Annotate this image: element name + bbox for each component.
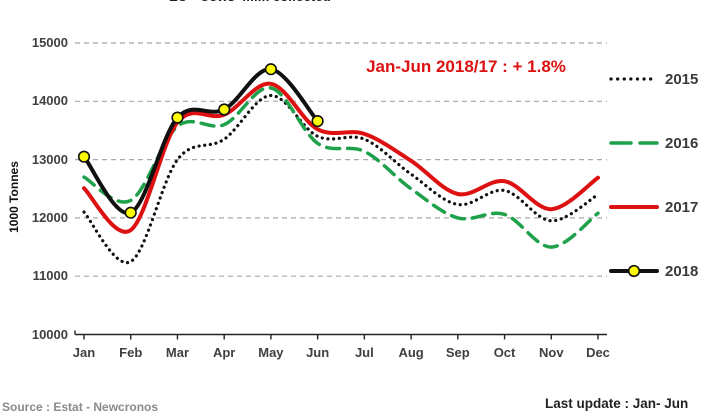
- legend-sample-2017: [609, 205, 659, 209]
- y-tick-label-14000: 14000: [31, 93, 68, 109]
- series-line-2017: [82, 81, 600, 234]
- marker-2018-Feb: [124, 206, 137, 219]
- marker-2018-Jan: [77, 150, 91, 163]
- marker-2018-May: [264, 63, 278, 76]
- x-tick-label-Apr: Apr: [212, 345, 236, 360]
- y-tick-label-15000: 15000: [31, 35, 68, 50]
- legend-sample-2015: [609, 77, 659, 81]
- legend-item-2015: 2015: [608, 68, 698, 90]
- last-update-note: Last update : Jan- Jun: [545, 396, 689, 411]
- source-note: Source : Estat - Newcronos: [2, 400, 159, 414]
- y-axis-title: 1000 Tonnes: [7, 161, 21, 233]
- x-tick-label-Sep: Sep: [445, 345, 470, 360]
- legend-item-2016: 2016: [608, 132, 698, 154]
- marker-2018-Mar: [171, 111, 184, 124]
- x-tick-label-Jul: Jul: [354, 345, 374, 360]
- legend-label-2016: 2016: [665, 134, 699, 152]
- legend-item-2017: 2017: [608, 196, 698, 218]
- legend-item-2018: 2018: [608, 260, 698, 282]
- legend-sample-2018: [609, 264, 659, 278]
- y-tick-label-13000: 13000: [31, 151, 68, 167]
- x-tick-label-Dec: Dec: [586, 345, 610, 360]
- marker-2018-Jun: [311, 114, 324, 128]
- legend-label-2017: 2017: [665, 198, 699, 216]
- x-tick-label-Feb: Feb: [119, 345, 143, 360]
- x-tick-label-Jun: Jun: [306, 345, 330, 360]
- chart-title: EU - Cows' milk collected: [80, 0, 420, 4]
- legend-label-2018: 2018: [665, 262, 699, 280]
- y-tick-label-10000: 10000: [31, 326, 68, 342]
- x-tick-label-Aug: Aug: [398, 345, 424, 360]
- marker-2018-Apr: [218, 103, 231, 116]
- legend: 2015 2016 2017 2018: [608, 60, 728, 295]
- x-tick-label-Jan: Jan: [72, 345, 96, 360]
- x-tick-label-Nov: Nov: [538, 345, 564, 360]
- x-tick-label-May: May: [258, 345, 284, 360]
- y-tick-label-12000: 12000: [31, 209, 68, 225]
- legend-label-2015: 2015: [665, 70, 699, 88]
- growth-annotation: Jan-Jun 2018/17 : + 1.8%: [366, 57, 566, 76]
- x-tick-label-Mar: Mar: [165, 345, 190, 360]
- legend-sample-2016: [609, 141, 659, 145]
- series-line-2015: [82, 93, 600, 265]
- x-tick-label-Oct: Oct: [493, 345, 516, 360]
- series-line-2016: [82, 86, 600, 249]
- y-tick-label-11000: 11000: [32, 268, 68, 284]
